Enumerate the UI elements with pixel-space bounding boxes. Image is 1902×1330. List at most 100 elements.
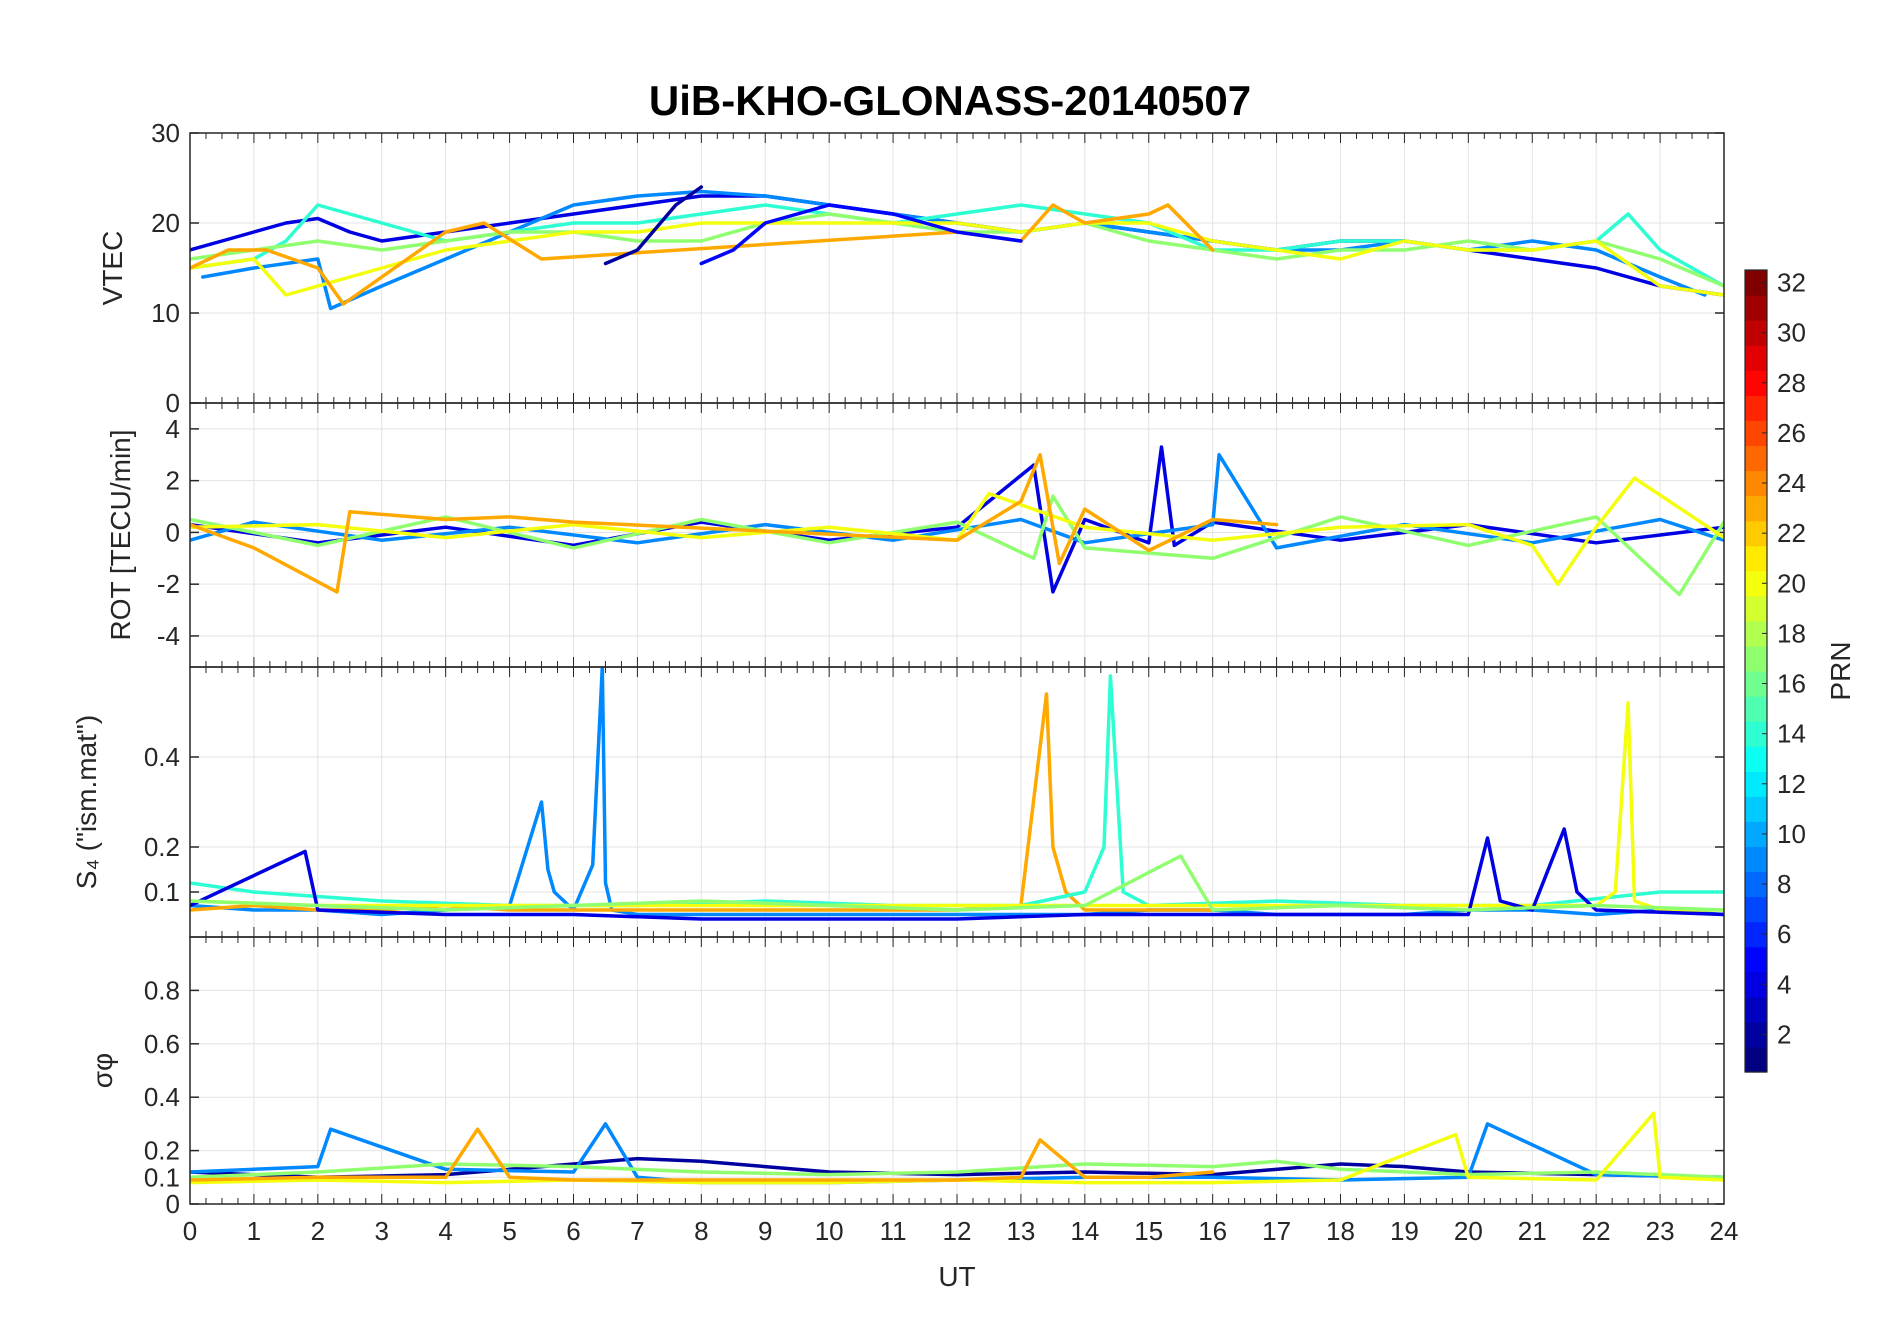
y-tick-label: 4	[166, 414, 180, 444]
colorbar-tick-label: 8	[1777, 869, 1791, 899]
series-line-prn-23	[190, 203, 1215, 306]
colorbar-swatch	[1745, 896, 1767, 923]
series-group	[190, 1111, 1724, 1185]
colorbar-swatch	[1745, 295, 1767, 321]
y-axis-label: S₄ ("ism.mat")	[71, 715, 102, 889]
colorbar-tick-label: 2	[1777, 1019, 1791, 1049]
x-tick-label: 21	[1518, 1216, 1547, 1246]
x-tick-label: 8	[694, 1216, 708, 1246]
x-axis-label: UT	[938, 1261, 975, 1292]
y-tick-label: 20	[151, 208, 180, 238]
colorbar-swatch	[1745, 1046, 1767, 1073]
series-line-prn-4	[190, 827, 1724, 921]
panel-sigma: 00.10.2 0.4 0.6 0.8 σφ	[87, 936, 1725, 1219]
series-line-prn-23	[190, 1127, 1215, 1182]
series-group	[190, 667, 1724, 921]
chart-title: UiB-KHO-GLONASS-20140507	[649, 77, 1251, 124]
colorbar-swatch	[1745, 996, 1767, 1023]
x-tick-label: 24	[1710, 1216, 1739, 1246]
x-tick-label: 19	[1390, 1216, 1419, 1246]
series-line-prn-2	[603, 185, 704, 266]
y-tick-label: -4	[157, 621, 180, 651]
x-tick-label: 4	[438, 1216, 452, 1246]
colorbar-swatch	[1745, 771, 1767, 797]
x-tick-label: 5	[502, 1216, 516, 1246]
colorbar-swatch	[1745, 345, 1767, 371]
x-tick-label: 16	[1198, 1216, 1227, 1246]
colorbar-swatch	[1745, 545, 1767, 572]
colorbar-swatch	[1745, 696, 1767, 722]
x-tick-label: 15	[1134, 1216, 1163, 1246]
colorbar-swatch	[1745, 320, 1767, 346]
y-tick-label: 2	[166, 466, 180, 496]
colorbar-swatch	[1745, 570, 1767, 597]
y-tick-label: 0.2	[144, 832, 180, 862]
x-tick-label: 13	[1006, 1216, 1035, 1246]
colorbar-swatch	[1745, 746, 1767, 772]
x-tick-label: 9	[758, 1216, 772, 1246]
colorbar-swatch	[1745, 370, 1767, 396]
colorbar-label: PRN	[1825, 641, 1856, 700]
x-tick-label: 2	[311, 1216, 325, 1246]
colorbar-swatch	[1745, 946, 1767, 973]
axes-box	[189, 936, 1725, 1205]
colorbar-frame	[1744, 269, 1768, 1073]
y-tick-label: 0.4	[144, 1082, 180, 1112]
series-line-prn-20	[190, 221, 1724, 297]
colorbar-tick-label: 32	[1777, 268, 1806, 298]
y-tick-label: 0.1	[144, 877, 180, 907]
x-tick-label: 10	[815, 1216, 844, 1246]
series-line-prn-20	[190, 476, 1724, 586]
colorbar-tick-label: 12	[1777, 769, 1806, 799]
colorbar-swatch	[1745, 395, 1767, 421]
colorbar-tick-label: 28	[1777, 368, 1806, 398]
y-tick-label: 0.8	[144, 975, 180, 1005]
y-tick-label: 0.6	[144, 1029, 180, 1059]
colorbar-swatch	[1745, 971, 1767, 998]
colorbar-swatch	[1745, 520, 1767, 547]
series-group	[190, 185, 1724, 311]
panel-vtec: 0 10 20 30 VTEC	[97, 118, 1725, 418]
y-tick-label: 0	[166, 1189, 180, 1219]
x-tick-label: 17	[1262, 1216, 1291, 1246]
y-tick-label: -2	[157, 569, 180, 599]
colorbar-swatch	[1745, 645, 1767, 672]
series-line-prn-23	[190, 453, 1279, 594]
y-tick-label: 0.1	[144, 1162, 180, 1192]
y-tick-label: 0.2	[144, 1136, 180, 1166]
colorbar-tick-label: 4	[1777, 969, 1791, 999]
series-line-prn-17	[190, 1159, 1724, 1180]
colorbar-tick-label: 6	[1777, 919, 1791, 949]
colorbar-tick-label: 22	[1777, 518, 1806, 548]
colorbar-tick-label: 24	[1777, 468, 1806, 498]
y-axis-label: VTEC	[97, 231, 128, 306]
colorbar-tick-label: 26	[1777, 418, 1806, 448]
colorbar-swatch	[1745, 671, 1767, 697]
colorbar-swatch	[1745, 721, 1767, 747]
colorbar-swatch	[1745, 420, 1767, 447]
colorbar-tick-label: 30	[1777, 318, 1806, 348]
colorbar-swatch	[1745, 821, 1767, 848]
colorbar-swatch	[1745, 921, 1767, 948]
colorbar-tick-label: 10	[1777, 819, 1806, 849]
series-line-prn-20	[190, 1111, 1724, 1185]
colorbar-swatch	[1745, 270, 1767, 296]
colorbar-tick-label: 20	[1777, 568, 1806, 598]
y-tick-label: 30	[151, 118, 180, 148]
y-tick-label: 0	[166, 517, 180, 547]
x-tick-label: 3	[375, 1216, 389, 1246]
y-tick-label: 0.4	[144, 742, 180, 772]
colorbar-tick-label: 14	[1777, 719, 1806, 749]
x-tick-label: 20	[1454, 1216, 1483, 1246]
colorbar-swatch	[1745, 595, 1767, 622]
x-tick-label: 22	[1582, 1216, 1611, 1246]
colorbar-swatch	[1745, 1021, 1767, 1048]
series-line-prn-5	[699, 203, 1023, 266]
x-tick-label: 23	[1646, 1216, 1675, 1246]
x-tick-label: 1	[247, 1216, 261, 1246]
colorbar-swatch	[1745, 470, 1767, 497]
colorbar-tick-label: 18	[1777, 618, 1806, 648]
